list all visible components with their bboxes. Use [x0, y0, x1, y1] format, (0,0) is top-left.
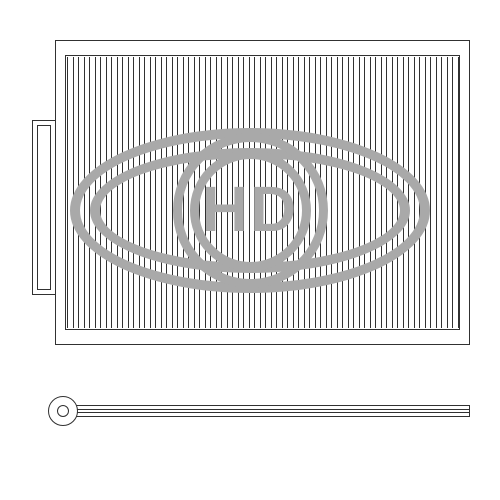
radiator-fin — [177, 57, 178, 328]
radiator-fin — [282, 57, 283, 328]
radiator-fin — [276, 57, 277, 328]
radiator-fin — [320, 57, 321, 328]
radiator-fin — [227, 57, 228, 328]
radiator-fin — [111, 57, 112, 328]
radiator-inner-frame — [65, 55, 460, 330]
radiator-fin — [353, 57, 354, 328]
radiator-fin — [106, 57, 107, 328]
radiator-fin — [397, 57, 398, 328]
radiator-fin — [337, 57, 338, 328]
radiator-fin — [386, 57, 387, 328]
radiator-side-tank-inner — [37, 125, 51, 290]
radiator-fin — [78, 57, 79, 328]
radiator-fin — [293, 57, 294, 328]
radiator-side-tank — [32, 120, 56, 295]
radiator-fin — [155, 57, 156, 328]
radiator-fin — [430, 57, 431, 328]
radiator-fin — [436, 57, 437, 328]
radiator-fin — [309, 57, 310, 328]
radiator-fin — [447, 57, 448, 328]
radiator-fin — [458, 57, 459, 328]
radiator-fin — [265, 57, 266, 328]
radiator-fin — [128, 57, 129, 328]
radiator-fin — [205, 57, 206, 328]
radiator-fin — [100, 57, 101, 328]
radiator-fin — [221, 57, 222, 328]
radiator-fin — [419, 57, 420, 328]
radiator-fin — [254, 57, 255, 328]
radiator-fin — [381, 57, 382, 328]
radiator-fin — [172, 57, 173, 328]
radiator-fin — [425, 57, 426, 328]
radiator-fin — [95, 57, 96, 328]
radiator-fin — [414, 57, 415, 328]
radiator-fin — [375, 57, 376, 328]
radiator-fin — [161, 57, 162, 328]
radiator-fin — [139, 57, 140, 328]
radiator-fin — [89, 57, 90, 328]
radiator-fin — [304, 57, 305, 328]
radiator-fin — [166, 57, 167, 328]
radiator-fin — [452, 57, 453, 328]
radiator-fin — [73, 57, 74, 328]
radiator-fin — [441, 57, 442, 328]
radiator-fin — [287, 57, 288, 328]
radiator-fin — [199, 57, 200, 328]
radiator-fin — [84, 57, 85, 328]
radiator-fin — [122, 57, 123, 328]
radiator-fin — [194, 57, 195, 328]
radiator-fin — [342, 57, 343, 328]
radiator-fin — [232, 57, 233, 328]
radiator-fin — [315, 57, 316, 328]
radiator-fin — [298, 57, 299, 328]
radiator-fin — [271, 57, 272, 328]
radiator-fin — [216, 57, 217, 328]
radiator-fin — [331, 57, 332, 328]
drawing-canvas: HD — [0, 0, 500, 500]
radiator-fin — [133, 57, 134, 328]
radiator-fin — [188, 57, 189, 328]
radiator-fin — [210, 57, 211, 328]
radiator-fin — [359, 57, 360, 328]
radiator-fin — [403, 57, 404, 328]
radiator-fin — [348, 57, 349, 328]
radiator-fin — [144, 57, 145, 328]
radiator-fin — [117, 57, 118, 328]
radiator-fin — [243, 57, 244, 328]
radiator-fin — [326, 57, 327, 328]
radiator-top-rail-inner-line — [56, 409, 469, 413]
radiator-fin — [260, 57, 261, 328]
radiator-fin — [392, 57, 393, 328]
radiator-fin — [67, 57, 68, 328]
radiator-fin — [150, 57, 151, 328]
radiator-fin — [408, 57, 409, 328]
radiator-fin — [183, 57, 184, 328]
radiator-fin — [238, 57, 239, 328]
radiator-fin — [370, 57, 371, 328]
radiator-fin — [364, 57, 365, 328]
radiator-fin — [249, 57, 250, 328]
radiator-cap-inner — [57, 405, 69, 417]
radiator-top-rail — [55, 405, 470, 417]
